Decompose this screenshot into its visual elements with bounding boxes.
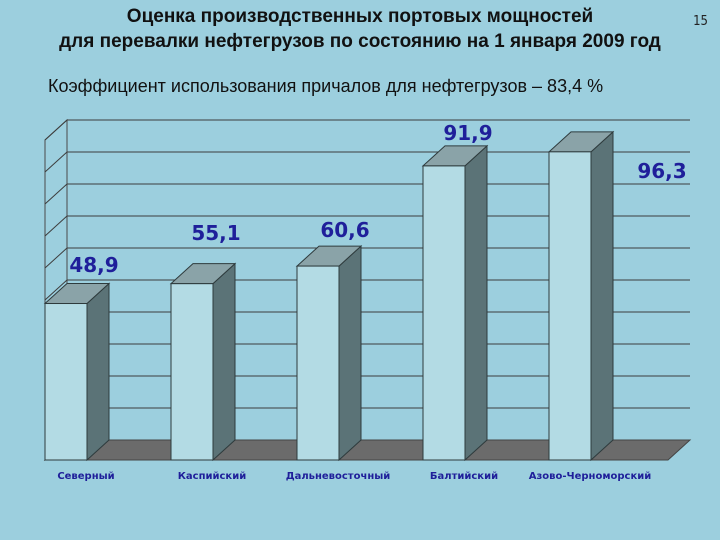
bar: [44, 303, 88, 461]
bar: [170, 283, 214, 461]
gridline: [44, 119, 690, 141]
category-label: Каспийский: [178, 471, 247, 482]
bar: [548, 151, 592, 461]
data-label: 60,6: [320, 218, 369, 242]
category-label: Балтийский: [430, 471, 498, 482]
bar: [422, 165, 466, 461]
bar: [296, 265, 340, 461]
data-label: 96,3: [637, 159, 686, 183]
data-label: 48,9: [69, 253, 118, 277]
bar-side: [86, 282, 110, 462]
data-label: 55,1: [191, 221, 240, 245]
bar-side: [212, 262, 236, 462]
title-line-2: для перевалки нефтегрузов по состоянию н…: [59, 31, 661, 52]
bar-side: [464, 144, 488, 462]
bar-side: [590, 130, 614, 462]
category-label: Дальневосточный: [286, 471, 391, 482]
category-label: Азово-Черноморский: [529, 471, 652, 482]
title-line-1: Оценка производственных портовых мощност…: [126, 6, 594, 27]
data-label: 91,9: [443, 121, 492, 145]
chart-subtitle: Коэффициент использования причалов для н…: [48, 76, 604, 96]
bar-side: [338, 244, 362, 462]
category-label: Северный: [57, 471, 114, 482]
slide-page-number: 15: [693, 14, 708, 29]
slide-title: Оценка производственных портовых мощност…: [0, 4, 720, 54]
